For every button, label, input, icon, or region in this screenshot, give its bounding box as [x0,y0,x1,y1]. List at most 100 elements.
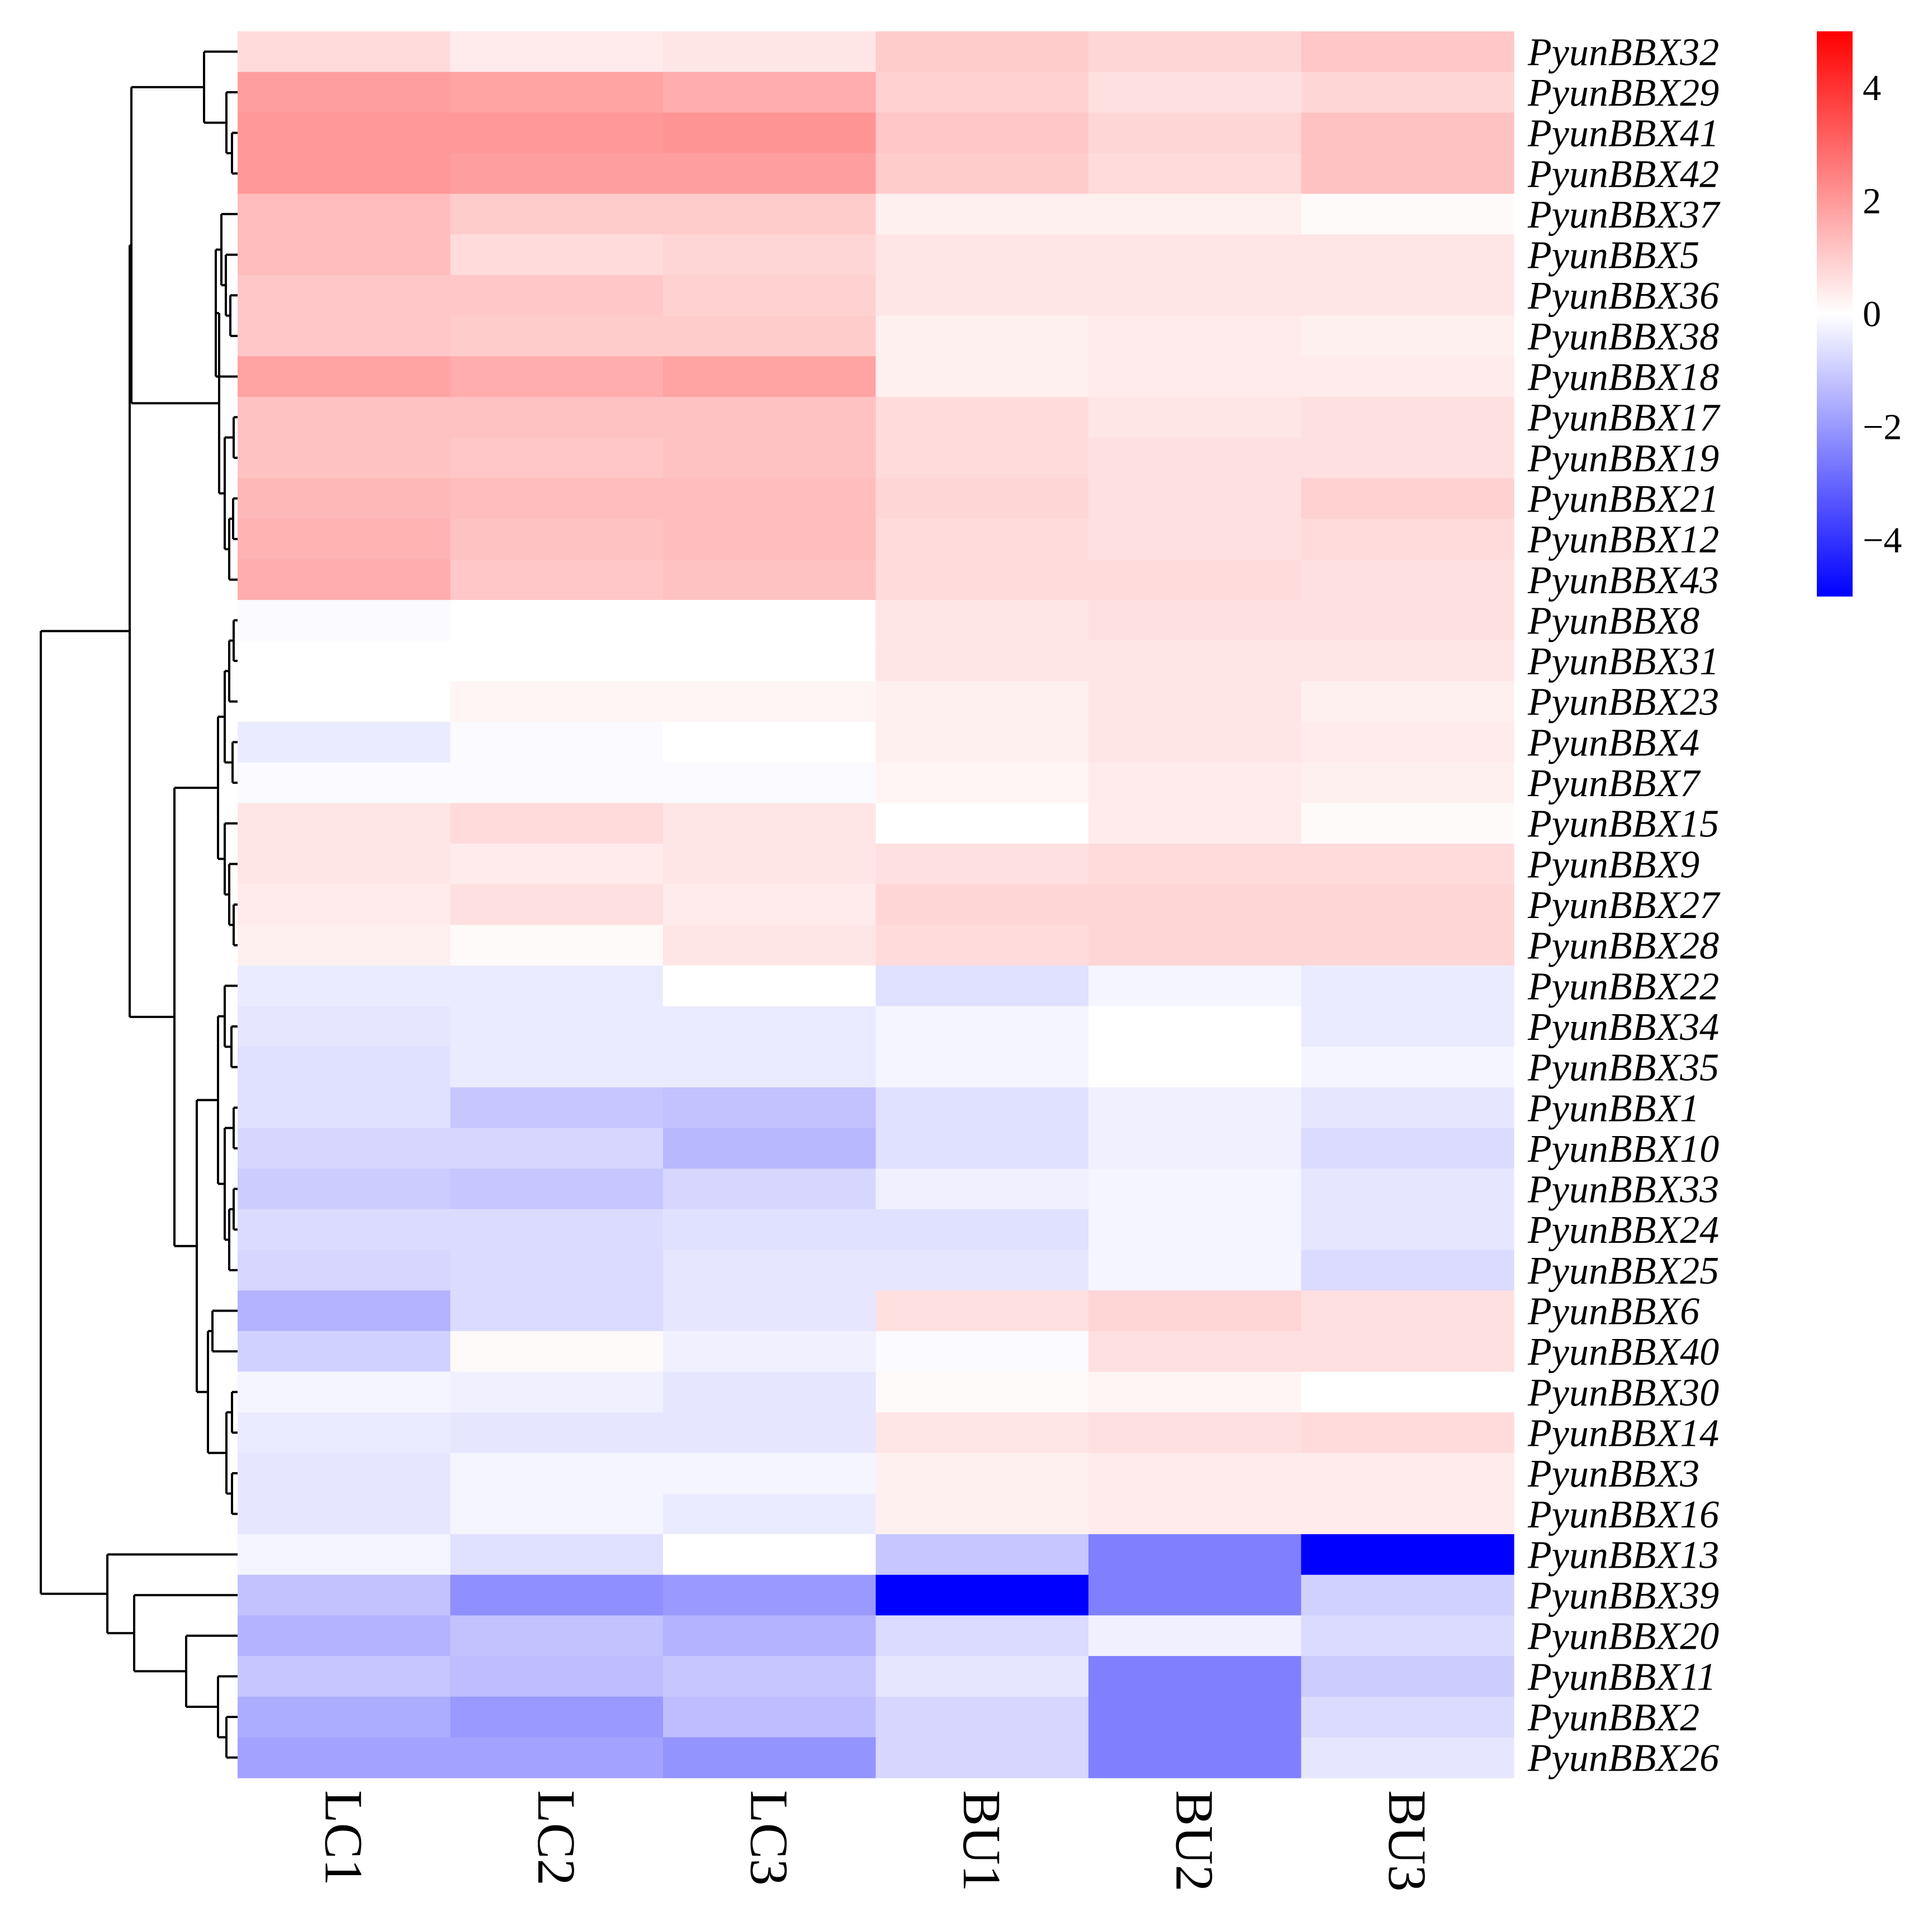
cell-PyunBBX12-BU1 [875,518,1089,560]
cell-PyunBBX14-LC3 [663,1412,877,1454]
row-label: PyunBBX23 [1527,681,1719,724]
cell-PyunBBX22-LC2 [450,965,664,1007]
cell-PyunBBX37-BU2 [1088,193,1302,235]
cell-PyunBBX11-BU1 [875,1656,1089,1697]
cell-PyunBBX12-LC1 [238,518,451,560]
cell-PyunBBX14-BU2 [1088,1412,1302,1454]
cell-PyunBBX6-LC1 [238,1290,451,1332]
cell-PyunBBX34-LC2 [450,1006,664,1047]
cell-PyunBBX5-BU3 [1301,234,1514,276]
column-label: LC1 [314,1790,373,1886]
row-label: PyunBBX14 [1527,1412,1719,1455]
cell-PyunBBX18-BU3 [1301,356,1514,398]
row-label: PyunBBX27 [1527,884,1721,927]
cell-PyunBBX39-LC3 [663,1574,877,1616]
cell-PyunBBX2-BU2 [1088,1696,1302,1738]
row-label: PyunBBX43 [1527,559,1719,602]
cell-PyunBBX4-LC1 [238,722,451,763]
cell-PyunBBX27-BU2 [1088,884,1302,925]
cell-PyunBBX1-LC2 [450,1087,664,1129]
cell-PyunBBX13-LC1 [238,1534,451,1575]
cell-PyunBBX16-LC2 [450,1493,664,1535]
cell-PyunBBX21-LC3 [663,478,877,519]
cell-PyunBBX29-BU1 [875,72,1089,113]
cell-PyunBBX35-BU1 [875,1047,1089,1088]
cell-PyunBBX35-BU2 [1088,1047,1302,1088]
cell-PyunBBX31-LC1 [238,640,451,682]
cell-PyunBBX38-LC2 [450,315,664,357]
cell-PyunBBX22-BU1 [875,965,1089,1007]
cell-PyunBBX11-LC3 [663,1656,877,1697]
cell-PyunBBX12-BU3 [1301,518,1514,560]
cell-PyunBBX37-LC3 [663,193,877,235]
cell-PyunBBX15-LC2 [450,803,664,844]
colorbar: 4 2 0 −2 −4 [1817,31,1902,597]
cell-PyunBBX2-BU1 [875,1696,1089,1738]
row-label: PyunBBX3 [1527,1452,1699,1496]
row-dendrogram [40,50,238,1759]
cell-PyunBBX17-LC2 [450,396,664,438]
cell-PyunBBX20-BU1 [875,1615,1089,1657]
cell-PyunBBX29-LC1 [238,72,451,113]
cell-PyunBBX15-BU1 [875,803,1089,844]
cell-PyunBBX39-LC1 [238,1574,451,1616]
cell-PyunBBX28-LC3 [663,925,877,966]
row-label: PyunBBX1 [1527,1087,1699,1130]
cell-PyunBBX15-LC1 [238,803,451,844]
row-label: PyunBBX20 [1527,1615,1719,1658]
cell-PyunBBX14-BU1 [875,1412,1089,1454]
cell-PyunBBX15-BU3 [1301,803,1514,844]
cell-PyunBBX3-LC3 [663,1452,877,1494]
cell-PyunBBX12-BU2 [1088,518,1302,560]
colorbar-tick-label: 2 [1863,181,1881,221]
cell-PyunBBX13-BU1 [875,1534,1089,1575]
cell-PyunBBX16-BU2 [1088,1493,1302,1535]
cell-PyunBBX40-LC3 [663,1331,877,1373]
cell-PyunBBX23-LC1 [238,681,451,722]
cell-PyunBBX25-LC2 [450,1250,664,1291]
cell-PyunBBX40-BU2 [1088,1331,1302,1373]
cell-PyunBBX3-LC2 [450,1452,664,1494]
cell-PyunBBX26-BU3 [1301,1737,1514,1778]
cell-PyunBBX34-LC3 [663,1006,877,1047]
row-label: PyunBBX31 [1527,640,1719,683]
cell-PyunBBX43-BU3 [1301,559,1514,600]
cell-PyunBBX33-LC2 [450,1168,664,1210]
cell-PyunBBX3-BU1 [875,1452,1089,1494]
row-label: PyunBBX2 [1527,1696,1699,1739]
cell-PyunBBX37-LC2 [450,193,664,235]
cell-PyunBBX34-LC1 [238,1006,451,1047]
cell-PyunBBX18-LC1 [238,356,451,398]
cell-PyunBBX38-BU2 [1088,315,1302,357]
cell-PyunBBX23-BU3 [1301,681,1514,722]
cell-PyunBBX11-LC2 [450,1656,664,1697]
cell-PyunBBX6-BU1 [875,1290,1089,1332]
cell-PyunBBX1-BU3 [1301,1087,1514,1129]
column-label: BU3 [1377,1790,1437,1891]
cell-PyunBBX40-LC1 [238,1331,451,1373]
cell-PyunBBX34-BU2 [1088,1006,1302,1047]
row-label: PyunBBX39 [1527,1574,1719,1617]
cell-PyunBBX24-BU3 [1301,1209,1514,1251]
cell-PyunBBX28-BU2 [1088,925,1302,966]
cell-PyunBBX5-LC3 [663,234,877,276]
cell-PyunBBX21-LC1 [238,478,451,519]
row-labels: PyunBBX32PyunBBX29PyunBBX41PyunBBX42Pyun… [1527,31,1721,1780]
cell-PyunBBX36-BU3 [1301,275,1514,316]
cell-PyunBBX20-LC2 [450,1615,664,1657]
cell-PyunBBX8-BU2 [1088,600,1302,641]
cell-PyunBBX3-BU2 [1088,1452,1302,1494]
cell-PyunBBX37-LC1 [238,193,451,235]
cell-PyunBBX4-LC2 [450,722,664,763]
cell-PyunBBX3-BU3 [1301,1452,1514,1494]
cell-PyunBBX3-LC1 [238,1452,451,1494]
cell-PyunBBX22-BU2 [1088,965,1302,1007]
row-label: PyunBBX32 [1527,31,1719,74]
cell-PyunBBX26-BU2 [1088,1737,1302,1778]
cell-PyunBBX20-LC3 [663,1615,877,1657]
cell-PyunBBX35-LC2 [450,1047,664,1088]
cell-PyunBBX6-BU2 [1088,1290,1302,1332]
cell-PyunBBX1-BU2 [1088,1087,1302,1129]
row-label: PyunBBX5 [1527,234,1699,277]
cell-PyunBBX40-BU3 [1301,1331,1514,1373]
